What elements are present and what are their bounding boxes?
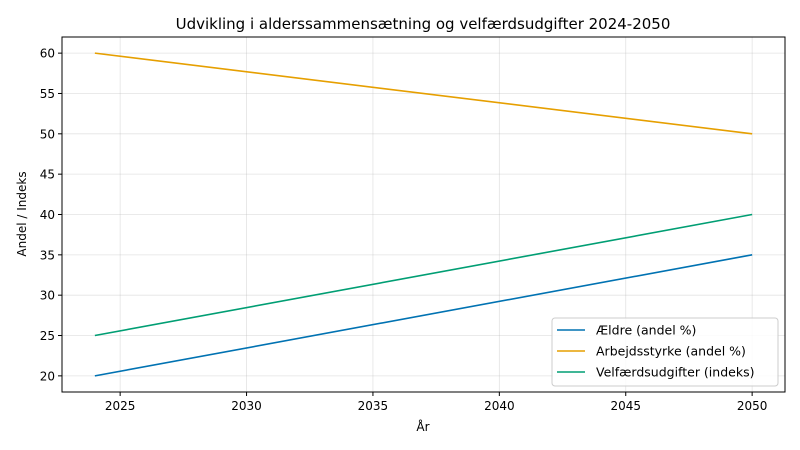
y-tick-label: 55 [40,87,55,101]
y-axis-label: Andel / Indeks [15,171,29,256]
legend-box [551,317,779,387]
y-tick-label: 35 [40,248,55,262]
y-tick-label: 45 [40,168,55,182]
y-tick-label: 30 [40,289,55,303]
x-tick-label: 2050 [737,399,768,413]
series-line-3 [94,213,753,337]
y-tick-label: 50 [40,127,55,141]
legend: Ældre (andel %) Arbejdsstyrke (andel %) Ve… [551,317,779,387]
legend-label-2: Arbejdsstyrke (andel %) [596,344,746,359]
chart-title: Udvikling i alderssammensætning og velfæ… [176,15,671,33]
y-tick-label: 25 [40,329,55,343]
x-tick-label: 2025 [105,399,136,413]
y-tick-label: 40 [40,208,55,222]
x-tick-label: 2045 [610,399,641,413]
x-tick-label: 2035 [358,399,389,413]
x-tick-label: 2040 [484,399,515,413]
x-axis-label: År [416,419,429,434]
series-line-2 [94,52,753,135]
x-axis-ticks: 2025 2030 2035 2040 2045 2050 [105,392,768,413]
y-tick-label: 20 [40,369,55,383]
series-line-1 [94,254,753,377]
legend-label-1: Ældre (andel %) [596,323,696,338]
x-tick-label: 2030 [231,399,262,413]
series-lines [94,52,753,377]
y-tick-label: 60 [40,47,55,61]
y-axis-ticks: 20 25 30 35 40 45 50 55 60 [40,47,62,383]
legend-label-3: Velfærdsudgifter (indeks) [596,365,754,380]
